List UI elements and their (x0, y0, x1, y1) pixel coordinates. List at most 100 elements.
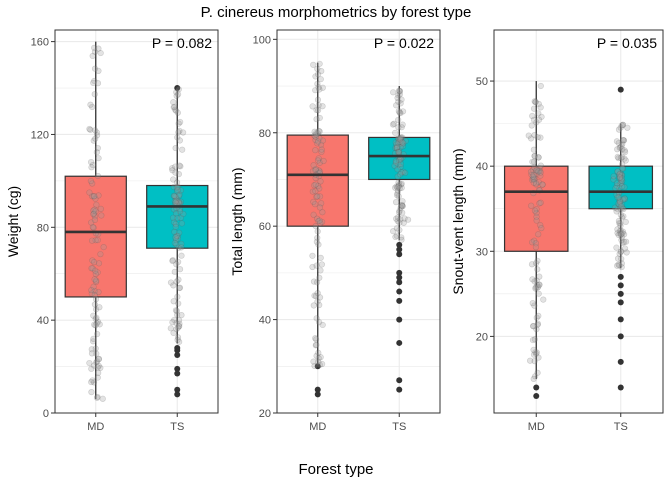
jitter-point (87, 101, 94, 108)
jitter-point (318, 261, 325, 268)
jitter-point (617, 154, 625, 162)
jitter-point (173, 210, 180, 217)
jitter-point (399, 209, 406, 216)
jitter-point (90, 283, 97, 290)
y-tick-label: 40 (259, 315, 271, 327)
jitter-point (538, 225, 545, 232)
jitter-point (90, 224, 97, 231)
jitter-point (175, 129, 182, 136)
jitter-point (620, 213, 627, 220)
jitter-point (616, 262, 623, 269)
jitter-point (399, 121, 406, 128)
jitter-point (393, 232, 400, 239)
jitter-point (89, 193, 96, 200)
jitter-point (317, 267, 324, 274)
outlier-point (396, 279, 403, 286)
jitter-point (618, 248, 625, 255)
jitter-point (90, 211, 97, 218)
jitter-point (312, 87, 319, 94)
jitter-point (528, 171, 535, 178)
jitter-point (175, 198, 182, 205)
jitter-point (395, 149, 403, 156)
jitter-point (395, 98, 402, 105)
jitter-point (397, 204, 404, 211)
y-tick-label: 40 (37, 315, 49, 327)
jitter-point (93, 149, 100, 156)
jitter-point (620, 137, 627, 144)
jitter-point (616, 199, 623, 206)
jitter-point (620, 231, 628, 238)
jitter-point (88, 164, 95, 171)
jitter-point (170, 282, 177, 289)
x-axis-title: Forest type (298, 461, 373, 478)
jitter-point (86, 125, 93, 133)
jitter-point (93, 350, 100, 357)
jitter-point (531, 278, 538, 285)
jitter-point (91, 77, 98, 85)
jitter-point (91, 259, 98, 266)
jitter-point (173, 196, 180, 203)
jitter-point (527, 357, 534, 364)
outlier-point (617, 333, 624, 340)
jitter-point (88, 365, 95, 372)
jitter-point (175, 323, 183, 330)
jitter-point (400, 168, 407, 175)
jitter-point (400, 140, 407, 147)
jitter-point (395, 183, 402, 190)
jitter-point (89, 224, 96, 231)
jitter-point (399, 108, 407, 115)
jitter-point (530, 375, 537, 382)
jitter-point (530, 322, 537, 330)
jitter-point (535, 168, 542, 175)
jitter-point (92, 208, 99, 215)
jitter-point (312, 342, 319, 349)
jitter-point (318, 146, 325, 153)
jitter-point (394, 184, 401, 191)
jitter-point (88, 219, 95, 226)
y-tick-label: 120 (31, 129, 49, 141)
jitter-point (531, 164, 538, 171)
jitter-point (531, 336, 538, 343)
jitter-point (89, 265, 96, 272)
jitter-point (313, 238, 320, 245)
jitter-point (172, 307, 180, 314)
jitter-point (90, 335, 97, 342)
jitter-point (534, 134, 541, 141)
jitter-point (169, 257, 176, 264)
jitter-point (176, 191, 183, 198)
outlier-point (396, 339, 403, 346)
jitter-point (178, 240, 185, 247)
jitter-point (90, 207, 97, 214)
jitter-point (174, 336, 181, 344)
jitter-point (172, 144, 179, 152)
jitter-point (613, 244, 620, 251)
jitter-point (317, 354, 324, 361)
jitter-point (616, 170, 624, 177)
jitter-point (533, 349, 540, 356)
jitter-point (318, 67, 325, 75)
jitter-point (393, 102, 400, 109)
jitter-point (395, 179, 402, 186)
jitter-point (93, 129, 100, 136)
jitter-point (312, 292, 320, 300)
jitter-point (617, 144, 624, 151)
jitter-point (88, 346, 95, 353)
jitter-point (615, 261, 622, 268)
jitter-point (396, 135, 403, 142)
jitter-point (615, 231, 622, 238)
jitter-point (317, 141, 325, 148)
jitter-point (393, 215, 400, 222)
jitter-point (174, 215, 181, 222)
jitter-point (170, 214, 177, 221)
jitter-point (319, 84, 326, 91)
box-MD (503, 165, 569, 252)
jitter-point (400, 219, 407, 226)
jitter-point (173, 92, 180, 99)
jitter-point (314, 96, 322, 103)
jitter-point (176, 323, 183, 330)
jitter-point (528, 176, 536, 183)
jitter-point (392, 157, 400, 165)
jitter-point (610, 173, 617, 180)
jitter-point (618, 255, 625, 263)
jitter-point (319, 321, 326, 329)
